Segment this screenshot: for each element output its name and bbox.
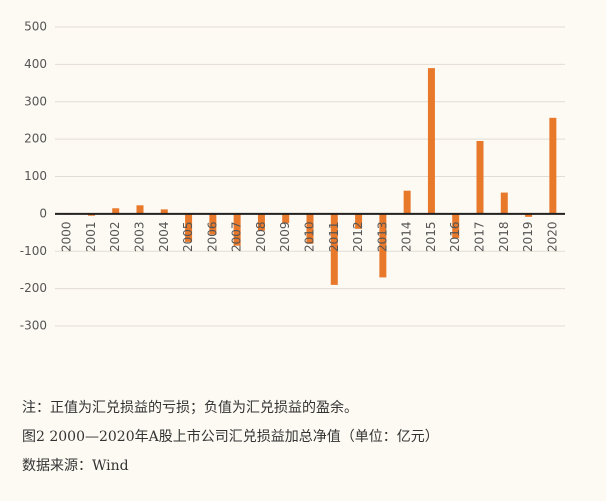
x-tick-label: 2010 [303, 221, 317, 252]
bar [355, 213, 363, 229]
bar [282, 213, 290, 224]
bar [185, 213, 193, 242]
bar [112, 208, 120, 214]
bar [476, 140, 484, 214]
bar [452, 213, 460, 239]
x-tick-label: 2020 [545, 221, 559, 252]
y-tick-label: 0 [39, 206, 47, 220]
bar [136, 205, 144, 214]
y-tick-label: -300 [20, 319, 47, 333]
bar [257, 213, 265, 231]
y-tick-label: 100 [24, 169, 47, 183]
source: 数据来源：Wind [22, 458, 129, 474]
x-tick-label: 2001 [84, 221, 98, 252]
x-tick-label: 2015 [424, 221, 438, 252]
caption: 图2 2000—2020年A股上市公司汇兑损益加总净值（单位：亿元） [22, 428, 439, 445]
bar [500, 192, 508, 214]
y-tick-label: 300 [24, 94, 47, 108]
x-tick-label: 2000 [60, 221, 74, 252]
x-tick-label: 2005 [181, 221, 195, 252]
x-tick-label: 2014 [400, 221, 414, 252]
y-tick-label: -100 [20, 244, 47, 258]
y-tick-label: -200 [20, 281, 47, 295]
x-tick-label: 2012 [351, 221, 365, 252]
bar [525, 213, 533, 217]
x-tick-label: 2007 [230, 221, 244, 252]
x-tick-label: 2008 [254, 221, 268, 252]
bar [233, 213, 241, 246]
bar [403, 190, 411, 214]
y-tick-label: 500 [24, 20, 47, 34]
note: 注：正值为汇兑损益的亏损；负值为汇兑损益的盈余。 [22, 399, 358, 416]
x-tick-label: 2003 [133, 221, 147, 252]
x-tick-label: 2013 [375, 221, 389, 252]
x-tick-label: 2017 [473, 221, 487, 252]
x-tick-label: 2004 [157, 221, 171, 252]
x-tick-label: 2009 [278, 221, 292, 252]
bar [306, 213, 314, 244]
bar [209, 213, 217, 235]
bar [160, 209, 168, 214]
bar [549, 117, 557, 214]
y-tick-label: 400 [24, 57, 47, 71]
x-tick-label: 2006 [205, 221, 219, 252]
x-tick-label: 2018 [497, 221, 511, 252]
y-tick-label: 200 [24, 132, 47, 146]
bar [427, 68, 435, 214]
x-tick-label: 2011 [327, 221, 341, 252]
x-tick-label: 2019 [521, 221, 535, 252]
x-tick-label: 2002 [108, 221, 122, 252]
x-tick-label: 2016 [448, 221, 462, 252]
bar [379, 213, 387, 278]
bar [330, 213, 338, 285]
